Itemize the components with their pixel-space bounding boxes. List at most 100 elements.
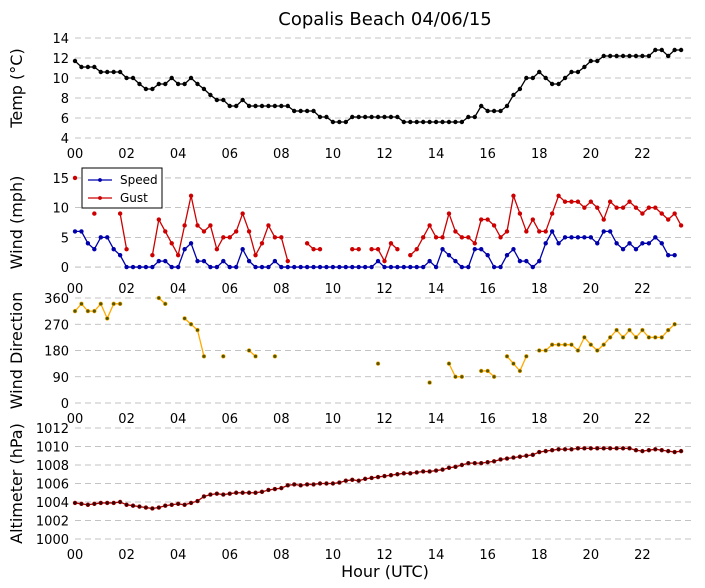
gust-point [388, 241, 394, 246]
temp-point [569, 69, 574, 75]
speed-point [408, 264, 413, 270]
wind-direction-point [569, 342, 574, 347]
altimeter-point [646, 448, 652, 453]
altimeter-point [150, 506, 155, 511]
temp-point [246, 103, 252, 109]
altimeter-point [85, 502, 91, 507]
temp-point [672, 47, 677, 53]
temp-ytick-label: 10 [52, 72, 69, 87]
temp-point [369, 114, 374, 120]
altimeter-y-axis-label: Altimeter (hPa) [7, 423, 26, 544]
wind-direction-point [537, 348, 542, 353]
altimeter-ytick-label: 1004 [36, 496, 69, 511]
wind-direction-point [633, 335, 639, 340]
altimeter-point [304, 482, 310, 487]
speed-point [124, 264, 129, 270]
altimeter-xtick-label: 08 [273, 548, 290, 563]
temp-point [479, 103, 484, 109]
speed-point [646, 241, 652, 246]
altimeter-point [208, 492, 213, 497]
altimeter-point [491, 459, 497, 464]
altimeter-ytick-label: 1006 [36, 478, 69, 493]
altimeter-xtick-label: 20 [583, 548, 600, 563]
temp-point [72, 58, 78, 64]
temp-point [543, 75, 548, 81]
gust-point [272, 235, 278, 240]
speed-point [504, 252, 510, 258]
temp-point [156, 81, 162, 87]
speed-point [79, 229, 84, 234]
temp-point [466, 114, 471, 120]
wind-xtick-label: 12 [376, 282, 393, 297]
gust-point [304, 241, 310, 246]
gust-point [188, 193, 194, 198]
temp-point [324, 114, 329, 120]
gust-point [517, 211, 523, 216]
wind-xtick-label: 10 [325, 282, 342, 297]
speed-point [653, 235, 658, 240]
gust-point [427, 223, 432, 228]
speed-point [246, 258, 252, 264]
speed-point [195, 258, 200, 264]
altimeter-point [504, 456, 510, 461]
altimeter-point [672, 449, 677, 455]
wind-direction-point [575, 348, 581, 353]
wind-direction-point [485, 368, 490, 374]
temp-y-axis-label: Temp (°C) [7, 48, 26, 128]
altimeter-point [317, 481, 323, 486]
speed-point [672, 252, 677, 258]
altimeter-point [182, 502, 187, 507]
temp-point [182, 81, 187, 87]
altimeter-point [117, 499, 123, 505]
wind-ytick-label: 15 [52, 172, 69, 187]
altimeter-point [620, 446, 626, 451]
speed-point [401, 264, 407, 270]
altimeter-point [137, 504, 142, 509]
gust-point [537, 229, 542, 234]
wind-direction-point [453, 374, 458, 379]
altimeter-point [311, 482, 316, 487]
gust-point [420, 235, 426, 240]
gust-point [163, 229, 168, 234]
altimeter-point [188, 500, 194, 506]
temp-point [214, 97, 220, 103]
speed-point [105, 235, 110, 240]
altimeter-point [285, 483, 290, 488]
altimeter-point [653, 447, 658, 452]
altimeter-point [433, 468, 439, 473]
speed-point [433, 264, 439, 270]
temp-point [459, 119, 465, 125]
speed-point [111, 247, 116, 252]
speed-point [607, 229, 613, 234]
altimeter-point [395, 472, 400, 477]
direction-xtick-label: 10 [325, 412, 342, 427]
altimeter-point [472, 460, 477, 466]
gust-point [653, 205, 658, 210]
direction-xtick-label: 08 [273, 412, 290, 427]
wind-direction-point [246, 348, 252, 353]
direction-ytick-label: 270 [44, 318, 69, 333]
speed-point [511, 247, 516, 252]
temp-point [401, 119, 407, 125]
gust-point [453, 229, 458, 234]
altimeter-point [498, 457, 503, 462]
wind-direction-point [427, 380, 432, 385]
gust-point [214, 247, 220, 252]
temp-point [279, 103, 284, 109]
altimeter-xtick-label: 14 [428, 548, 445, 563]
altimeter-point [221, 492, 226, 497]
altimeter-point [414, 470, 419, 475]
altimeter-point [659, 448, 664, 453]
wind-direction-point [517, 368, 523, 374]
wind-direction-point [195, 327, 200, 333]
gust-point [395, 247, 400, 252]
altimeter-point [369, 475, 374, 481]
gust-point [440, 235, 445, 240]
temp-point [208, 92, 213, 98]
wind-direction-point [446, 361, 452, 366]
gust-point [240, 211, 245, 216]
gust-point [259, 241, 265, 246]
altimeter-ytick-label: 1000 [36, 533, 69, 548]
speed-point [92, 247, 97, 252]
x-axis-label: Hour (UTC) [341, 562, 429, 581]
